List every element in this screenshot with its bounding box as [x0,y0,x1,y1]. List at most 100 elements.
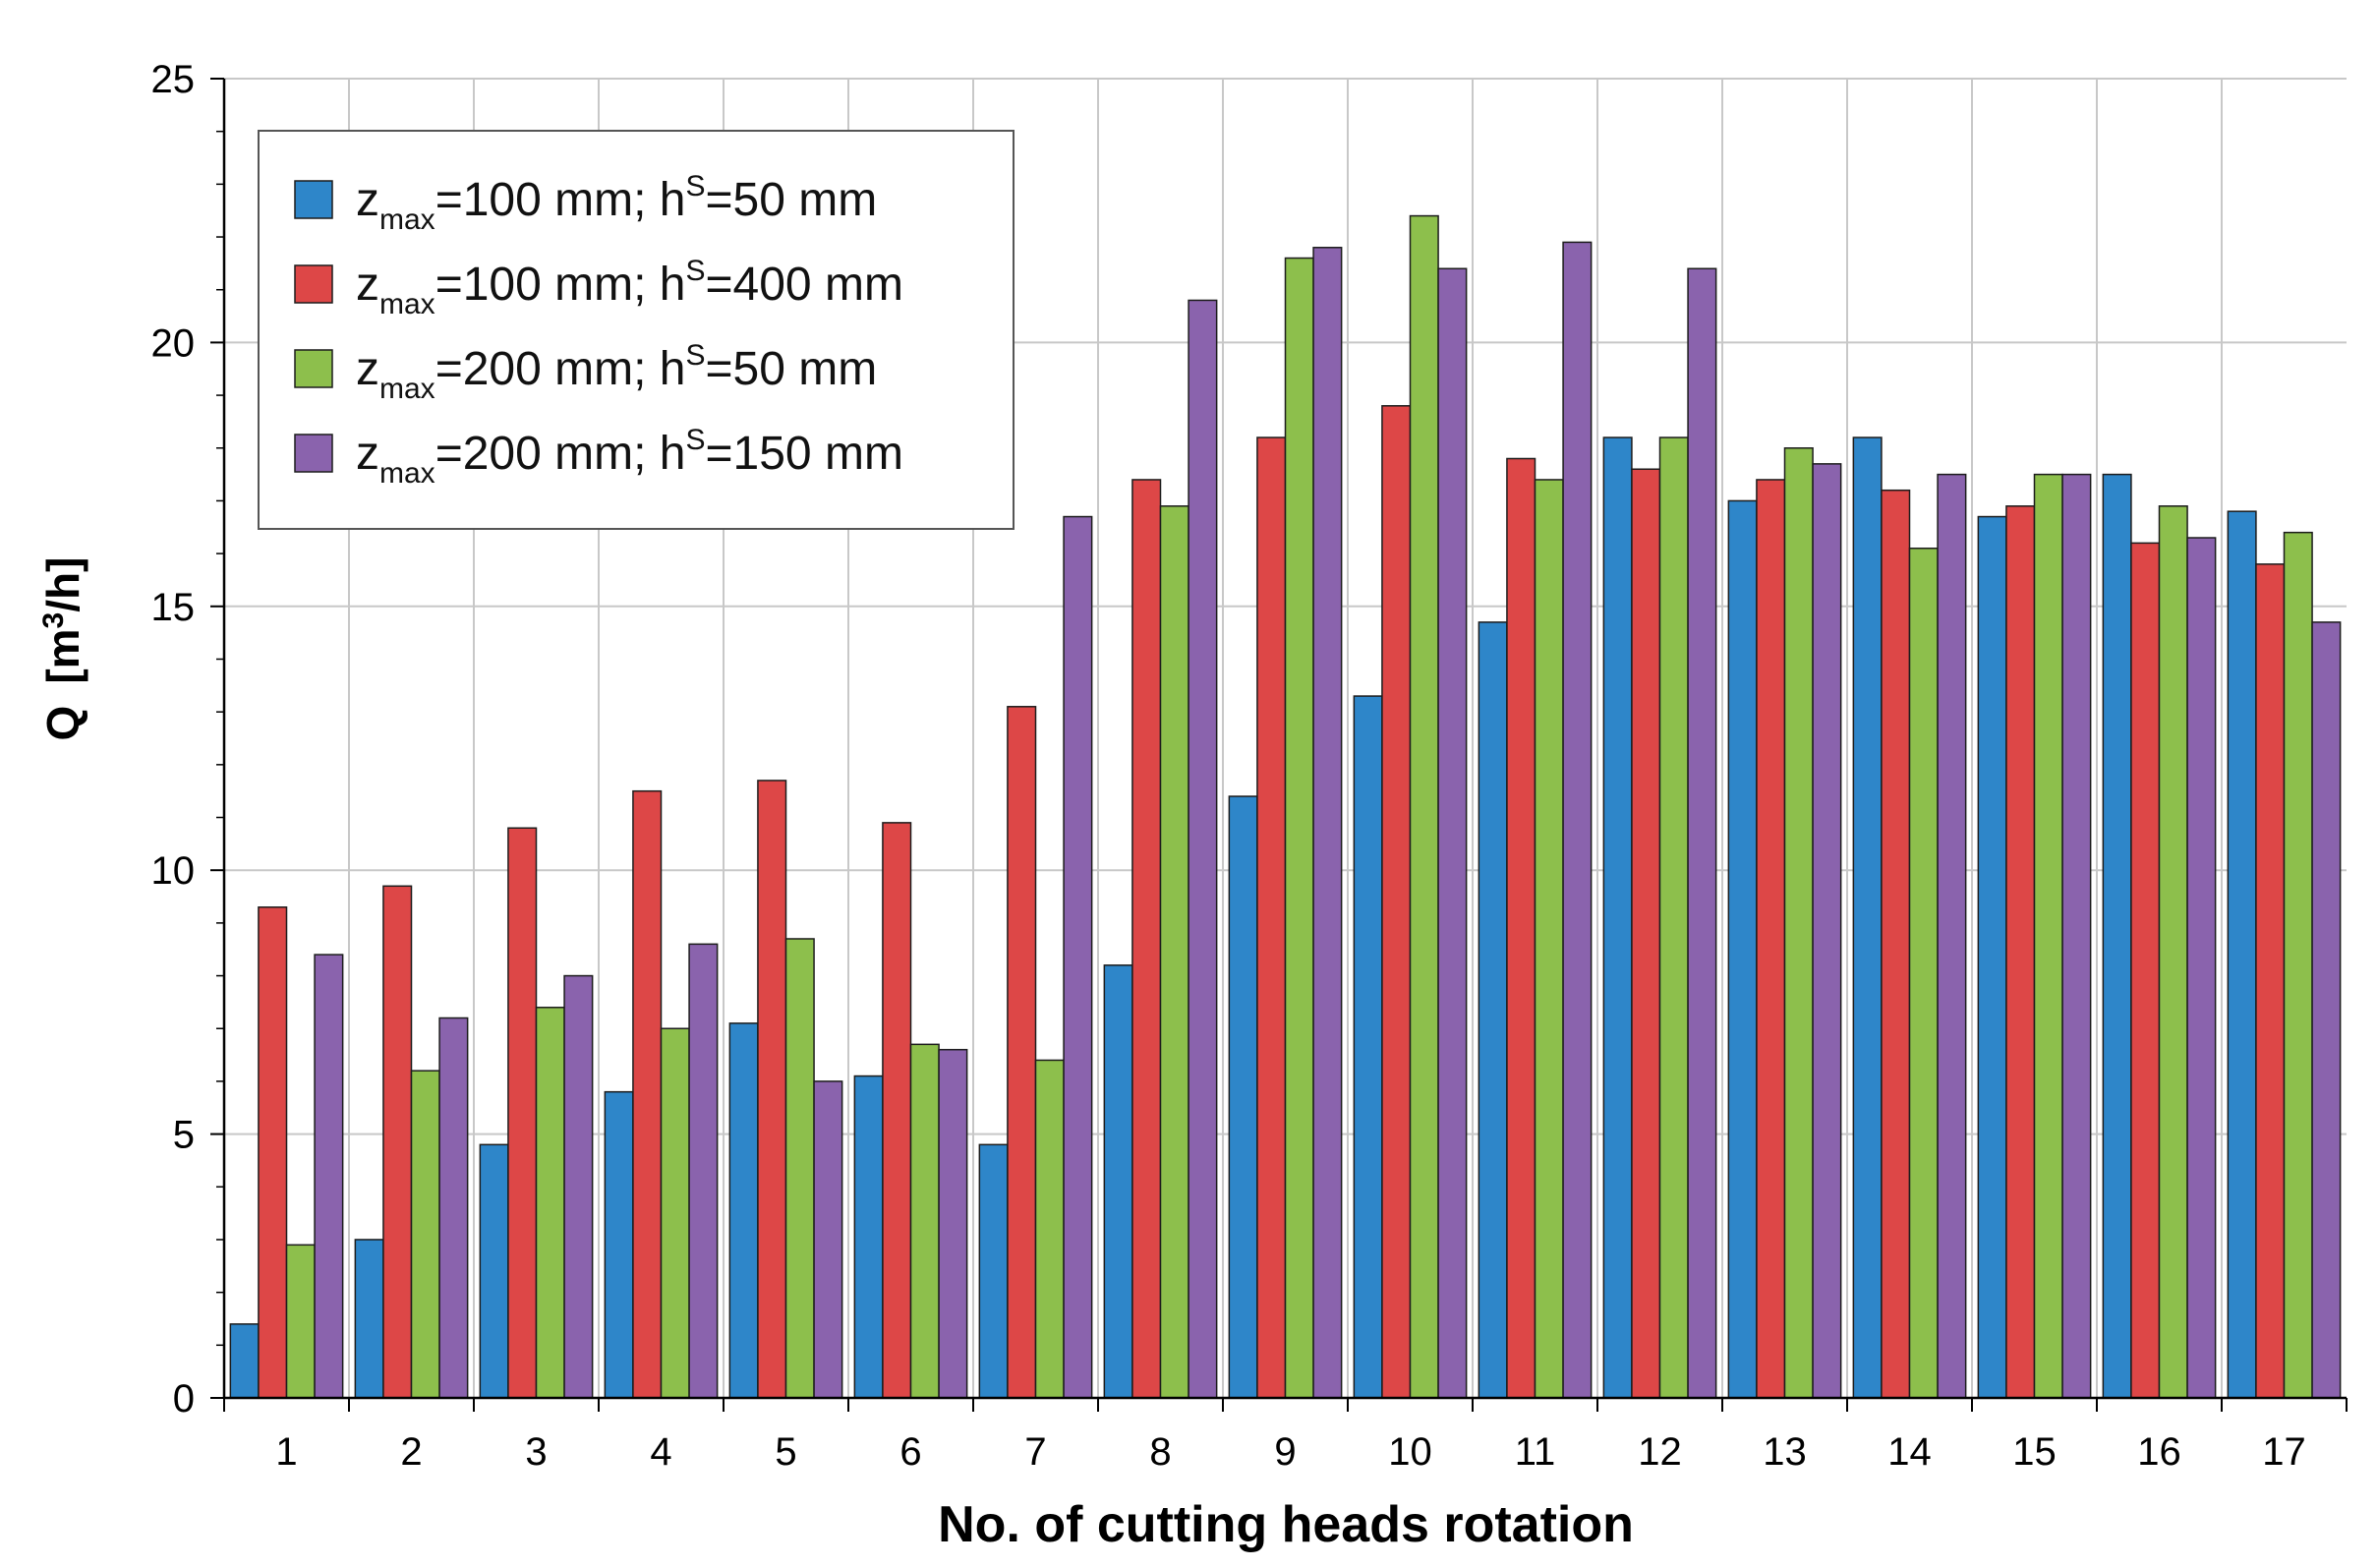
x-tick-label: 1 [275,1430,297,1474]
x-tick-label: 6 [899,1430,921,1474]
axes [210,78,2348,1412]
bar-series-3-cat-6: zmax=200 mm; hS=50 mm — 6: 6.7 [909,1043,940,1399]
legend-entry-1: zmax=100 mm; hS=50 mm [294,170,877,236]
legend-label-z: z [356,259,379,311]
legend-swatch [294,180,333,219]
bar-series-4-cat-13: zmax=200 mm; hS=150 mm — 13: 17.7 [1812,463,1842,1399]
legend-label: zmax=200 mm; hS=150 mm [356,424,903,490]
bars: zmax=100 mm; hS=50 mm — 1: 1.4zmax=100 m… [229,214,2342,1399]
legend-label-sub: max [379,203,435,236]
y-axis-title-unit-close: /h] [37,557,88,612]
x-tick-label: 11 [1515,1430,1556,1474]
bar-series-2-cat-3: zmax=100 mm; hS=400 mm — 3: 10.8 [507,827,538,1399]
bar-series-3-cat-14: zmax=200 mm; hS=50 mm — 14: 16.1 [1908,548,1939,1399]
x-tick-label: 7 [1024,1430,1046,1474]
y-tick-label: 5 [173,1114,195,1157]
bar-series-4-cat-16: zmax=200 mm; hS=150 mm — 16: 16.3 [2186,537,2217,1399]
legend-label-mid: =100 mm; h [435,174,686,226]
bar-series-2-cat-9: zmax=100 mm; hS=400 mm — 9: 18.2 [1256,436,1287,1399]
bar-series-3-cat-9: zmax=200 mm; hS=50 mm — 9: 21.6 [1284,257,1314,1399]
y-axis-title-unit-open: [m [37,628,88,683]
bar-series-2-cat-2: zmax=100 mm; hS=400 mm — 2: 9.7 [382,885,413,1399]
legend-label-z: z [356,174,379,226]
bar-series-2-cat-15: zmax=100 mm; hS=400 mm — 15: 16.9 [2005,505,2036,1399]
x-tick-label: 12 [1638,1430,1682,1474]
bar-series-1-cat-17: zmax=100 mm; hS=50 mm — 17: 16.8 [2227,510,2257,1399]
bar-series-4-cat-5: zmax=200 mm; hS=150 mm — 5: 6 [813,1080,843,1399]
y-axis-title-symbol: Q [37,706,88,741]
x-tick-label: 16 [2137,1430,2181,1474]
legend-label-sup: S [685,255,705,287]
bar-series-2-cat-17: zmax=100 mm; hS=400 mm — 17: 15.8 [2255,563,2286,1399]
bar-series-2-cat-12: zmax=100 mm; hS=400 mm — 12: 17.6 [1631,468,1661,1399]
legend-swatch [294,264,333,304]
bar-series-3-cat-13: zmax=200 mm; hS=50 mm — 13: 18 [1783,447,1814,1399]
bar-series-2-cat-4: zmax=100 mm; hS=400 mm — 4: 11.5 [632,789,663,1399]
bar-series-2-cat-13: zmax=100 mm; hS=400 mm — 13: 17.4 [1756,479,1786,1399]
legend-label-end: =400 mm [706,259,903,311]
bar-series-1-cat-16: zmax=100 mm; hS=50 mm — 16: 17.5 [2102,473,2132,1399]
bar-series-4-cat-8: zmax=200 mm; hS=150 mm — 8: 20.8 [1188,299,1218,1399]
legend-label-mid: =200 mm; h [435,343,686,395]
x-tick-labels: 1 2 3 4 5 6 7 8 9 10 11 12 13 14 15 16 17 [275,1430,2305,1474]
y-tick-label: 15 [151,586,196,629]
legend-label-end: =50 mm [706,174,878,226]
bar-series-1-cat-14: zmax=100 mm; hS=50 mm — 14: 18.2 [1852,436,1883,1399]
x-tick-label: 3 [525,1430,547,1474]
x-axis-title: No. of cutting heads rotation [938,1496,1634,1553]
bar-series-3-cat-10: zmax=200 mm; hS=50 mm — 10: 22.4 [1409,214,1439,1399]
legend-label-sub: max [379,288,435,320]
legend-label: zmax=100 mm; hS=50 mm [356,170,877,236]
bar-series-3-cat-7: zmax=200 mm; hS=50 mm — 7: 6.4 [1034,1059,1065,1399]
bar-series-2-cat-11: zmax=100 mm; hS=400 mm — 11: 17.8 [1506,457,1536,1399]
bar-series-2-cat-7: zmax=100 mm; hS=400 mm — 7: 13.1 [1007,706,1037,1399]
bar-series-3-cat-8: zmax=200 mm; hS=50 mm — 8: 16.9 [1159,505,1189,1399]
bar-series-1-cat-13: zmax=100 mm; hS=50 mm — 13: 17 [1727,499,1758,1399]
legend-label-sup: S [685,424,705,456]
bar-series-4-cat-7: zmax=200 mm; hS=150 mm — 7: 16.7 [1063,515,1093,1399]
y-axis-title: Q [m3/h] [37,557,88,741]
bar-series-1-cat-4: zmax=100 mm; hS=50 mm — 4: 5.8 [604,1090,634,1399]
bar-series-4-cat-14: zmax=200 mm; hS=150 mm — 14: 17.5 [1937,473,1967,1399]
legend-swatch [294,349,333,388]
bar-series-2-cat-1: zmax=100 mm; hS=400 mm — 1: 9.3 [258,906,288,1399]
legend-label-end: =50 mm [706,343,878,395]
legend-entry-4: zmax=200 mm; hS=150 mm [294,424,903,490]
bar-series-4-cat-9: zmax=200 mm; hS=150 mm — 9: 21.8 [1312,247,1343,1399]
bar-series-3-cat-17: zmax=200 mm; hS=50 mm — 17: 16.4 [2283,531,2313,1399]
bar-series-1-cat-10: zmax=100 mm; hS=50 mm — 10: 13.3 [1353,695,1383,1399]
bar-series-1-cat-15: zmax=100 mm; hS=50 mm — 15: 16.7 [1977,515,2007,1399]
y-tick-label: 20 [151,321,196,365]
bar-series-3-cat-5: zmax=200 mm; hS=50 mm — 5: 8.7 [784,938,815,1399]
y-tick-label: 25 [151,58,196,101]
legend-label-sub: max [379,373,435,405]
legend-entry-3: zmax=200 mm; hS=50 mm [294,339,877,405]
legend-label-sup: S [685,170,705,203]
bar-series-3-cat-3: zmax=200 mm; hS=50 mm — 3: 7.4 [535,1007,565,1399]
bar-series-1-cat-7: zmax=100 mm; hS=50 mm — 7: 4.8 [978,1143,1009,1399]
bar-series-4-cat-6: zmax=200 mm; hS=150 mm — 6: 6.6 [938,1048,968,1399]
legend-label: zmax=200 mm; hS=50 mm [356,339,877,405]
y-tick-label: 0 [173,1377,195,1421]
bar-series-1-cat-12: zmax=100 mm; hS=50 mm — 12: 18.2 [1602,436,1633,1399]
bar-series-2-cat-5: zmax=100 mm; hS=400 mm — 5: 11.7 [757,780,787,1399]
legend-label-end: =150 mm [706,428,903,480]
bar-series-3-cat-12: zmax=200 mm; hS=50 mm — 12: 18.2 [1658,436,1689,1399]
legend-label-mid: =100 mm; h [435,259,686,311]
legend-label-mid: =200 mm; h [435,428,686,480]
bar-series-1-cat-2: zmax=100 mm; hS=50 mm — 2: 3 [354,1239,384,1399]
bar-series-1-cat-6: zmax=100 mm; hS=50 mm — 6: 6.1 [853,1074,884,1399]
legend-swatch [294,434,333,473]
x-tick-label: 5 [775,1430,796,1474]
x-tick-label: 8 [1149,1430,1171,1474]
legend-box [258,130,1015,530]
bar-series-4-cat-4: zmax=200 mm; hS=150 mm — 4: 8.6 [688,943,719,1399]
bar-series-1-cat-3: zmax=100 mm; hS=50 mm — 3: 4.8 [479,1143,509,1399]
legend-label-sup: S [685,339,705,372]
bar-series-2-cat-10: zmax=100 mm; hS=400 mm — 10: 18.8 [1381,405,1412,1399]
bar-series-4-cat-11: zmax=200 mm; hS=150 mm — 11: 21.9 [1562,241,1593,1399]
y-tick-labels: 0 5 10 15 20 25 [151,58,196,1421]
bar-series-4-cat-12: zmax=200 mm; hS=150 mm — 12: 21.4 [1687,267,1717,1399]
